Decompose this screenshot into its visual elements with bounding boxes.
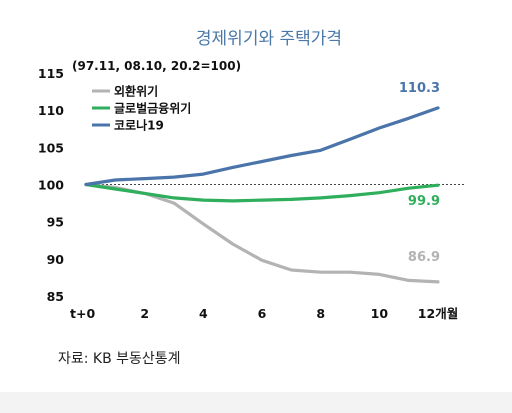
- series-line: [84, 106, 440, 187]
- data-label: 110.3: [399, 81, 440, 96]
- x-tick-label: 2: [140, 306, 149, 321]
- y-tick-label: 85: [47, 289, 64, 304]
- x-tick-label: 12개월: [418, 306, 458, 321]
- x-tick-label: 10: [371, 306, 389, 321]
- x-tick-label: 4: [199, 306, 208, 321]
- series-line: [84, 182, 440, 203]
- x-tick-label: 8: [316, 306, 325, 321]
- data-label: 99.9: [408, 194, 440, 209]
- end-labels: 86.9 99.9 110.3: [399, 81, 440, 265]
- y-tick-label: 100: [38, 178, 64, 193]
- y-tick-label: 95: [47, 215, 64, 230]
- series-lines: [84, 106, 440, 284]
- legend-label: 외환위기: [114, 84, 158, 99]
- legend-label: 코로나19: [114, 118, 164, 133]
- source-note: 자료: KB 부동산통계: [58, 351, 181, 367]
- footer-band: [0, 392, 512, 413]
- y-tick-label: 110: [38, 103, 64, 118]
- y-tick-label: 105: [38, 140, 64, 155]
- chart-subtitle: (97.11, 08.10, 20.2=100): [72, 59, 241, 73]
- legend-label: 글로벌금융위기: [114, 101, 191, 116]
- chart-title: 경제위기와 주택가격: [196, 29, 342, 49]
- x-tick-label: t+0: [70, 306, 95, 321]
- x-tick-label: 6: [258, 306, 267, 321]
- y-tick-label: 90: [47, 252, 65, 267]
- axes: 85 90 95 100 105 110 115 t+0 2 4 6 8 10 12개월: [38, 66, 458, 321]
- data-label: 86.9: [408, 250, 440, 265]
- y-tick-label: 115: [38, 66, 64, 81]
